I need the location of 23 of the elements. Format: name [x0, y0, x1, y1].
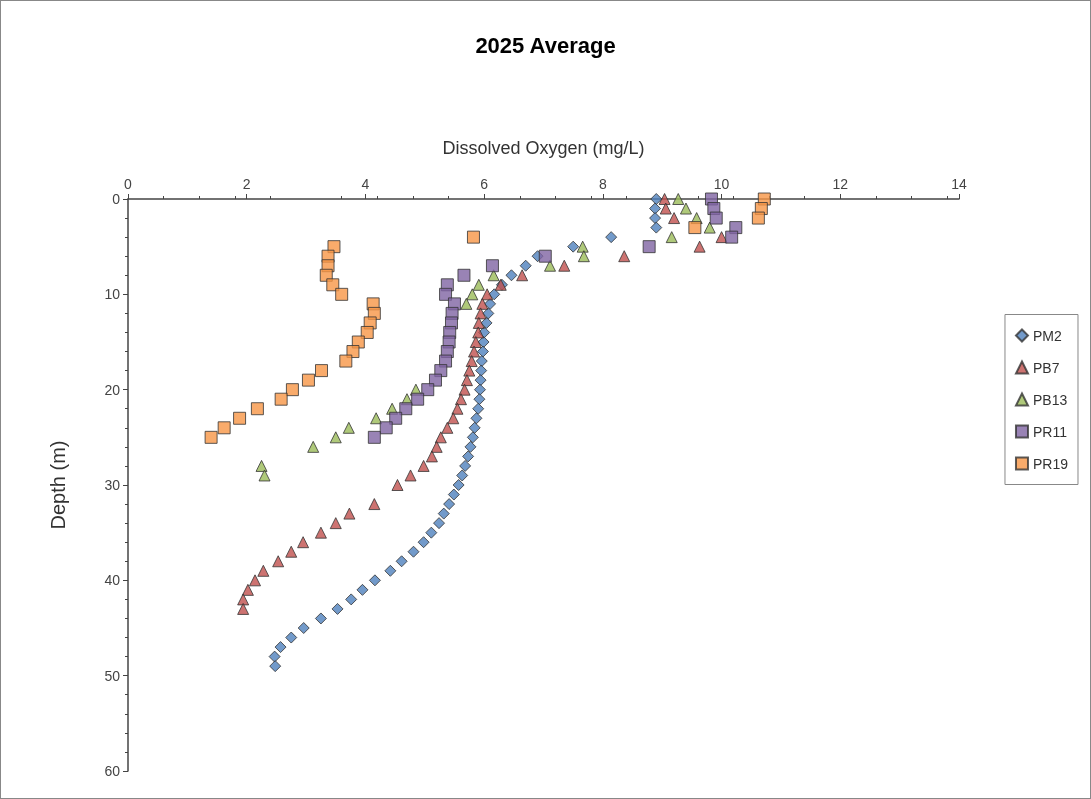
y-tick-label: 40 [104, 572, 121, 589]
y-tick-label: 10 [104, 286, 121, 303]
x-tick-label: 2 [242, 176, 251, 192]
legend-label: PM2 [1032, 327, 1062, 344]
x-tick-label: 0 [124, 176, 133, 192]
legend-label: PR11 [1032, 423, 1068, 440]
legend-label: PB7 [1032, 359, 1060, 376]
x-tick-label: 10 [713, 176, 730, 192]
y-tick-label: 0 [112, 191, 121, 207]
x-tick-label: 14 [951, 176, 967, 192]
y-tick-label: 50 [104, 667, 121, 684]
y-tick-label: 60 [104, 763, 121, 779]
x-tick-label: 4 [361, 176, 370, 192]
legend-label: PB13 [1032, 391, 1068, 408]
y-tick-label: 30 [104, 477, 121, 493]
y-tick-label: 20 [104, 381, 121, 398]
x-axis-title: Dissolved Oxygen (mg/L) [442, 138, 645, 158]
x-tick-label: 8 [598, 176, 607, 192]
x-tick-label: 6 [480, 176, 489, 192]
y-axis-title: Depth (m) [47, 440, 69, 530]
chart-title: 2025 Average [475, 32, 616, 58]
x-tick-label: 12 [832, 176, 849, 192]
legend-label: PR19 [1032, 455, 1069, 472]
